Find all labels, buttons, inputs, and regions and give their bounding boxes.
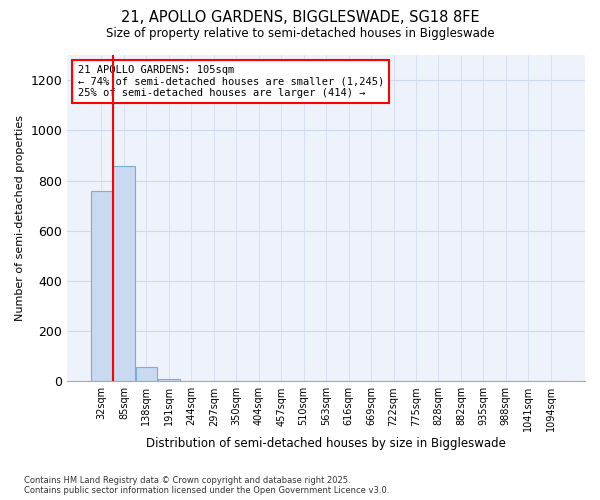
Bar	[91, 192, 112, 382]
Text: 21, APOLLO GARDENS, BIGGLESWADE, SG18 8FE: 21, APOLLO GARDENS, BIGGLESWADE, SG18 8F…	[121, 10, 479, 25]
Bar	[113, 166, 134, 382]
Y-axis label: Number of semi-detached properties: Number of semi-detached properties	[15, 115, 25, 321]
Text: Size of property relative to semi-detached houses in Biggleswade: Size of property relative to semi-detach…	[106, 28, 494, 40]
Text: Contains HM Land Registry data © Crown copyright and database right 2025.
Contai: Contains HM Land Registry data © Crown c…	[24, 476, 389, 495]
Text: 21 APOLLO GARDENS: 105sqm
← 74% of semi-detached houses are smaller (1,245)
25% : 21 APOLLO GARDENS: 105sqm ← 74% of semi-…	[77, 65, 384, 98]
X-axis label: Distribution of semi-detached houses by size in Biggleswade: Distribution of semi-detached houses by …	[146, 437, 506, 450]
Bar	[136, 367, 157, 382]
Bar	[158, 379, 179, 382]
